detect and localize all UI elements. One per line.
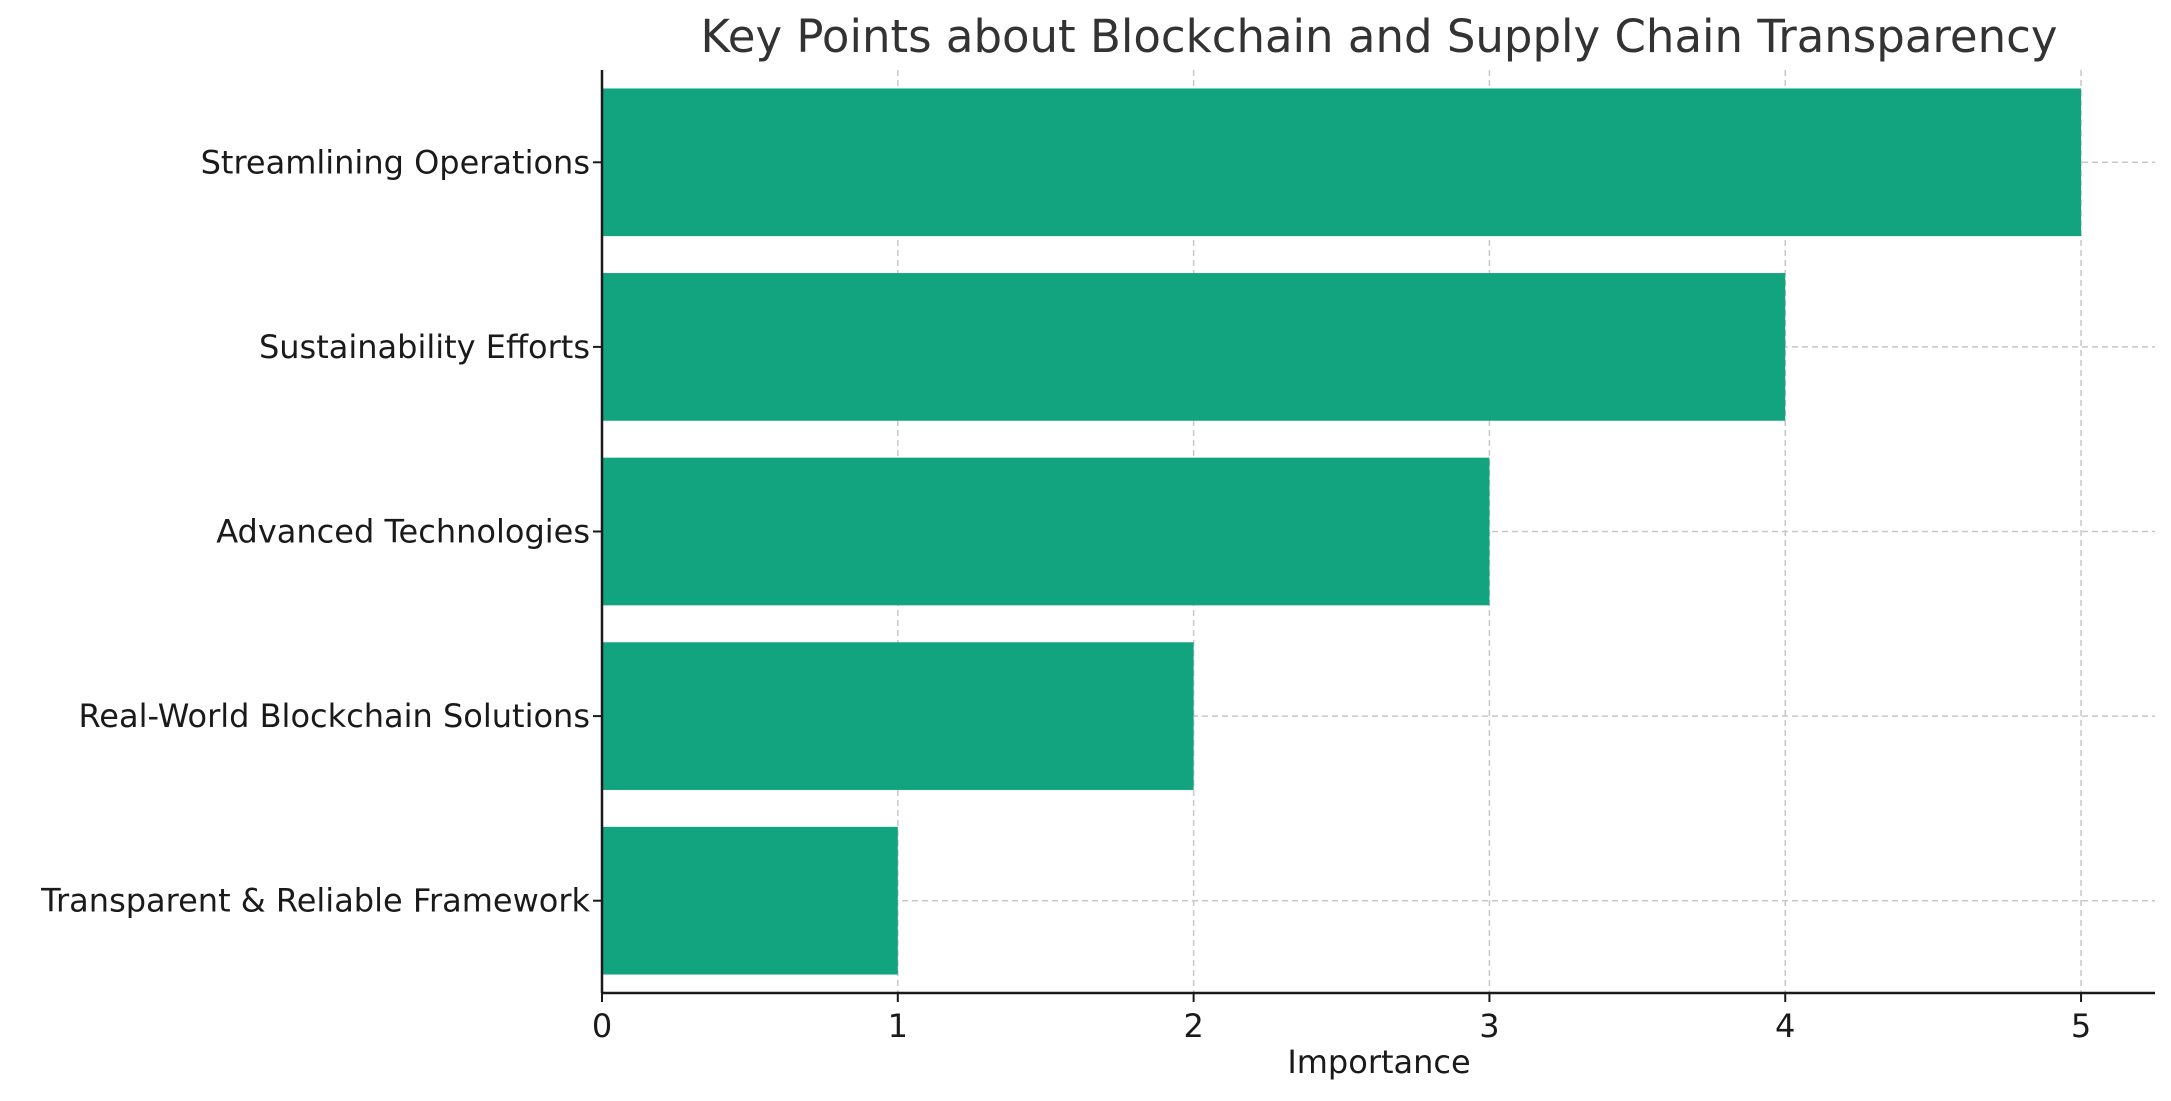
- x-axis-label: Importance: [1287, 1043, 1470, 1081]
- bar: [602, 642, 1194, 790]
- category-label: Real-World Blockchain Solutions: [78, 697, 590, 735]
- bar: [602, 88, 2082, 237]
- category-labels: Streamlining Operations Sustainability Ef…: [40, 143, 602, 920]
- x-tick-label: 2: [1183, 1007, 1203, 1045]
- bar: [602, 273, 1786, 421]
- bars: [602, 88, 2082, 975]
- category-label: Advanced Technologies: [216, 513, 590, 551]
- chart-title: Key Points about Blockchain and Supply C…: [701, 10, 2058, 63]
- bar: [602, 457, 1490, 606]
- category-label: Sustainability Efforts: [259, 328, 590, 366]
- category-label: Streamlining Operations: [201, 143, 590, 181]
- x-ticks: 0 1 2 3 4 5: [592, 993, 2091, 1045]
- x-tick-label: 0: [592, 1007, 612, 1045]
- x-tick-label: 1: [888, 1007, 908, 1045]
- category-label: Transparent & Reliable Framework: [40, 882, 590, 920]
- x-tick-label: 4: [1775, 1007, 1795, 1045]
- bar: [602, 826, 898, 975]
- x-tick-label: 5: [2071, 1007, 2091, 1045]
- x-tick-label: 3: [1479, 1007, 1499, 1045]
